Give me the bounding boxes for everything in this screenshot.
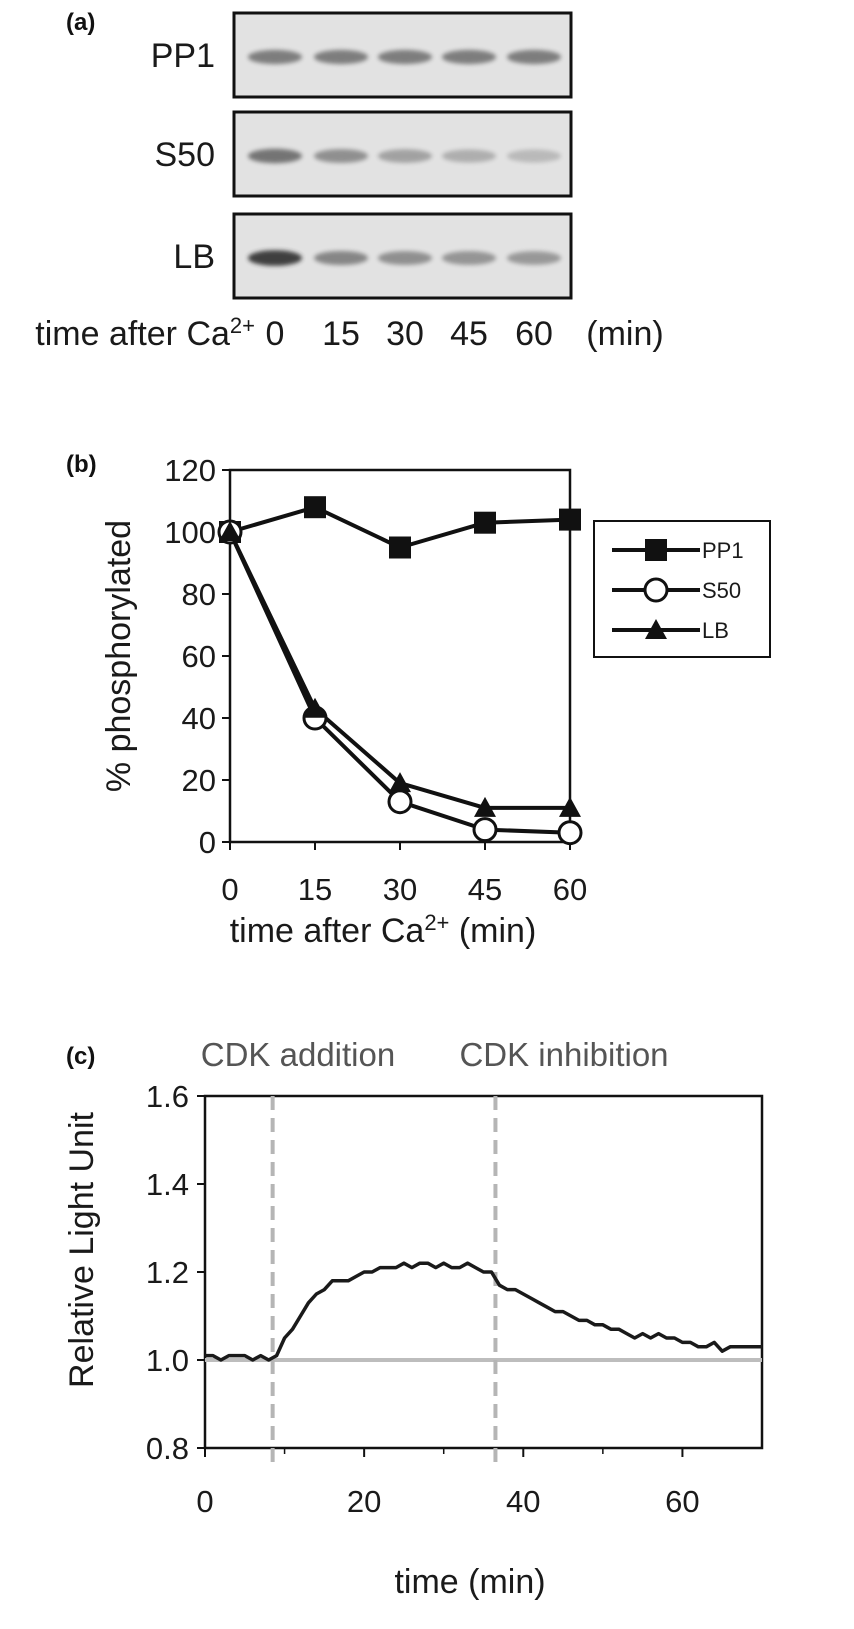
lane-label: 60 [515, 315, 553, 353]
legend-label-s50: S50 [702, 578, 741, 603]
lane-labels: 0 15 30 45 60 [266, 315, 553, 353]
y-tick-label-c: 1.4 [146, 1167, 189, 1202]
data-point-lb [219, 521, 241, 541]
lane-axis-label: time after Ca2+ [35, 313, 255, 353]
x-tick-label-c: 40 [506, 1484, 540, 1519]
y-tick-label-b: 60 [182, 639, 216, 674]
x-tick-label-b: 45 [468, 872, 502, 907]
y-tick-label-b: 100 [164, 515, 216, 550]
y-tick-label-c: 1.0 [146, 1343, 189, 1378]
y-tick-label-b: 40 [182, 701, 216, 736]
panel-c-letter: (c) [66, 1043, 95, 1070]
data-point-s50 [557, 820, 583, 846]
blot-band-pp1-0 [248, 49, 302, 65]
blot-band-s50-60 [507, 149, 561, 163]
legend-b: PP1 S50 LB [593, 520, 771, 658]
x-tick-label-b: 60 [553, 872, 587, 907]
x-tick-label-b: 0 [221, 872, 238, 907]
panel-b-letter: (b) [66, 451, 97, 478]
data-point-pp1 [474, 511, 496, 534]
x-axis-label-c: time (min) [394, 1563, 545, 1601]
blot-band-s50-15 [314, 149, 368, 163]
panel-a: (a) PP1 S50 LB time after Ca2+ 0 15 30 45 60 (… [35, 9, 663, 353]
blot-band-pp1-45 [442, 49, 496, 65]
y-axis-label-c: Relative Light Unit [63, 1111, 101, 1387]
data-point-pp1 [559, 508, 581, 531]
data-point-s50 [387, 789, 413, 815]
lane-label: 30 [386, 315, 424, 353]
data-point-lb [304, 697, 326, 718]
panel-b: (b) 0 20 40 60 80 100 120 0 15 30 45 60 % phosphor… [66, 451, 771, 950]
data-point-s50 [472, 817, 498, 843]
x-tick-label-c: 60 [665, 1484, 699, 1519]
blot-row-labels: PP1 S50 LB [151, 37, 215, 276]
y-tick-label-b: 80 [182, 577, 216, 612]
data-point-pp1 [304, 496, 326, 519]
blot-band-pp1-60 [507, 49, 561, 65]
x-tick-label-b: 30 [383, 872, 417, 907]
y-tick-label-c: 1.6 [146, 1079, 189, 1114]
x-axis-ticks-b: 0 15 30 45 60 [221, 842, 587, 907]
blot-row-label: PP1 [151, 37, 215, 75]
blot-band-pp1-30 [378, 49, 432, 65]
y-tick-label-b: 20 [182, 763, 216, 798]
annotation-cdk-addition: CDK addition [201, 1036, 395, 1073]
x-axis-minor-ticks-c [283, 1448, 604, 1454]
series-line-lb [228, 531, 570, 810]
blot-band-lb-0 [248, 250, 302, 266]
blot-band-s50-0 [248, 148, 302, 164]
lane-label: 45 [450, 315, 488, 353]
legend-marker-s50 [643, 577, 669, 603]
y-axis-label-b: % phosphorylated [100, 520, 138, 792]
blot-rows [232, 11, 573, 300]
series-b [217, 496, 583, 846]
reference-lines-c [205, 1096, 762, 1464]
blot-band-lb-30 [378, 251, 432, 265]
y-tick-label-c: 0.8 [146, 1431, 189, 1466]
x-axis-ticks-c: 0 20 40 60 [196, 1448, 700, 1519]
x-tick-label-c: 0 [196, 1484, 213, 1519]
data-point-lb [474, 796, 496, 817]
blot-row-label: S50 [155, 136, 216, 174]
legend-entries-b: PP1 S50 LB [612, 538, 744, 643]
series-line-relative-light [205, 1261, 762, 1362]
y-axis-ticks-b: 0 20 40 60 80 100 120 [164, 453, 230, 860]
blot-band-pp1-15 [314, 49, 368, 65]
y-axis-ticks-c: 0.8 1.0 1.2 1.4 1.6 [146, 1079, 205, 1466]
lane-unit-label: (min) [586, 315, 663, 353]
y-tick-label-b: 120 [164, 453, 216, 488]
legend-label-pp1: PP1 [702, 538, 744, 563]
x-tick-label-b: 15 [298, 872, 332, 907]
blot-band-lb-45 [442, 251, 496, 265]
annotation-cdk-inhibition: CDK inhibition [459, 1036, 668, 1073]
y-tick-label-c: 1.2 [146, 1255, 189, 1290]
lane-label: 15 [322, 315, 360, 353]
y-tick-label-b: 0 [199, 825, 216, 860]
blot-band-lb-15 [314, 251, 368, 265]
x-axis-label-b: time after Ca2+ (min) [230, 910, 537, 950]
blot-row-label: LB [173, 238, 215, 276]
legend-marker-pp1 [645, 539, 667, 561]
data-point-lb [389, 772, 411, 793]
legend-label-lb: LB [702, 618, 729, 643]
data-point-pp1 [389, 536, 411, 559]
blot-band-s50-30 [378, 149, 432, 163]
panel-a-letter: (a) [66, 9, 95, 36]
series-c [205, 1261, 762, 1362]
blot-band-lb-60 [507, 251, 561, 265]
data-point-lb [559, 796, 581, 817]
blot-band-s50-45 [442, 149, 496, 163]
panel-c: (c) 0.8 1.0 1.2 1.4 1.6 0 20 40 60 Relative Lig… [63, 1036, 764, 1601]
x-tick-label-c: 20 [347, 1484, 381, 1519]
lane-label: 0 [266, 315, 285, 353]
legend-marker-lb [645, 619, 667, 639]
